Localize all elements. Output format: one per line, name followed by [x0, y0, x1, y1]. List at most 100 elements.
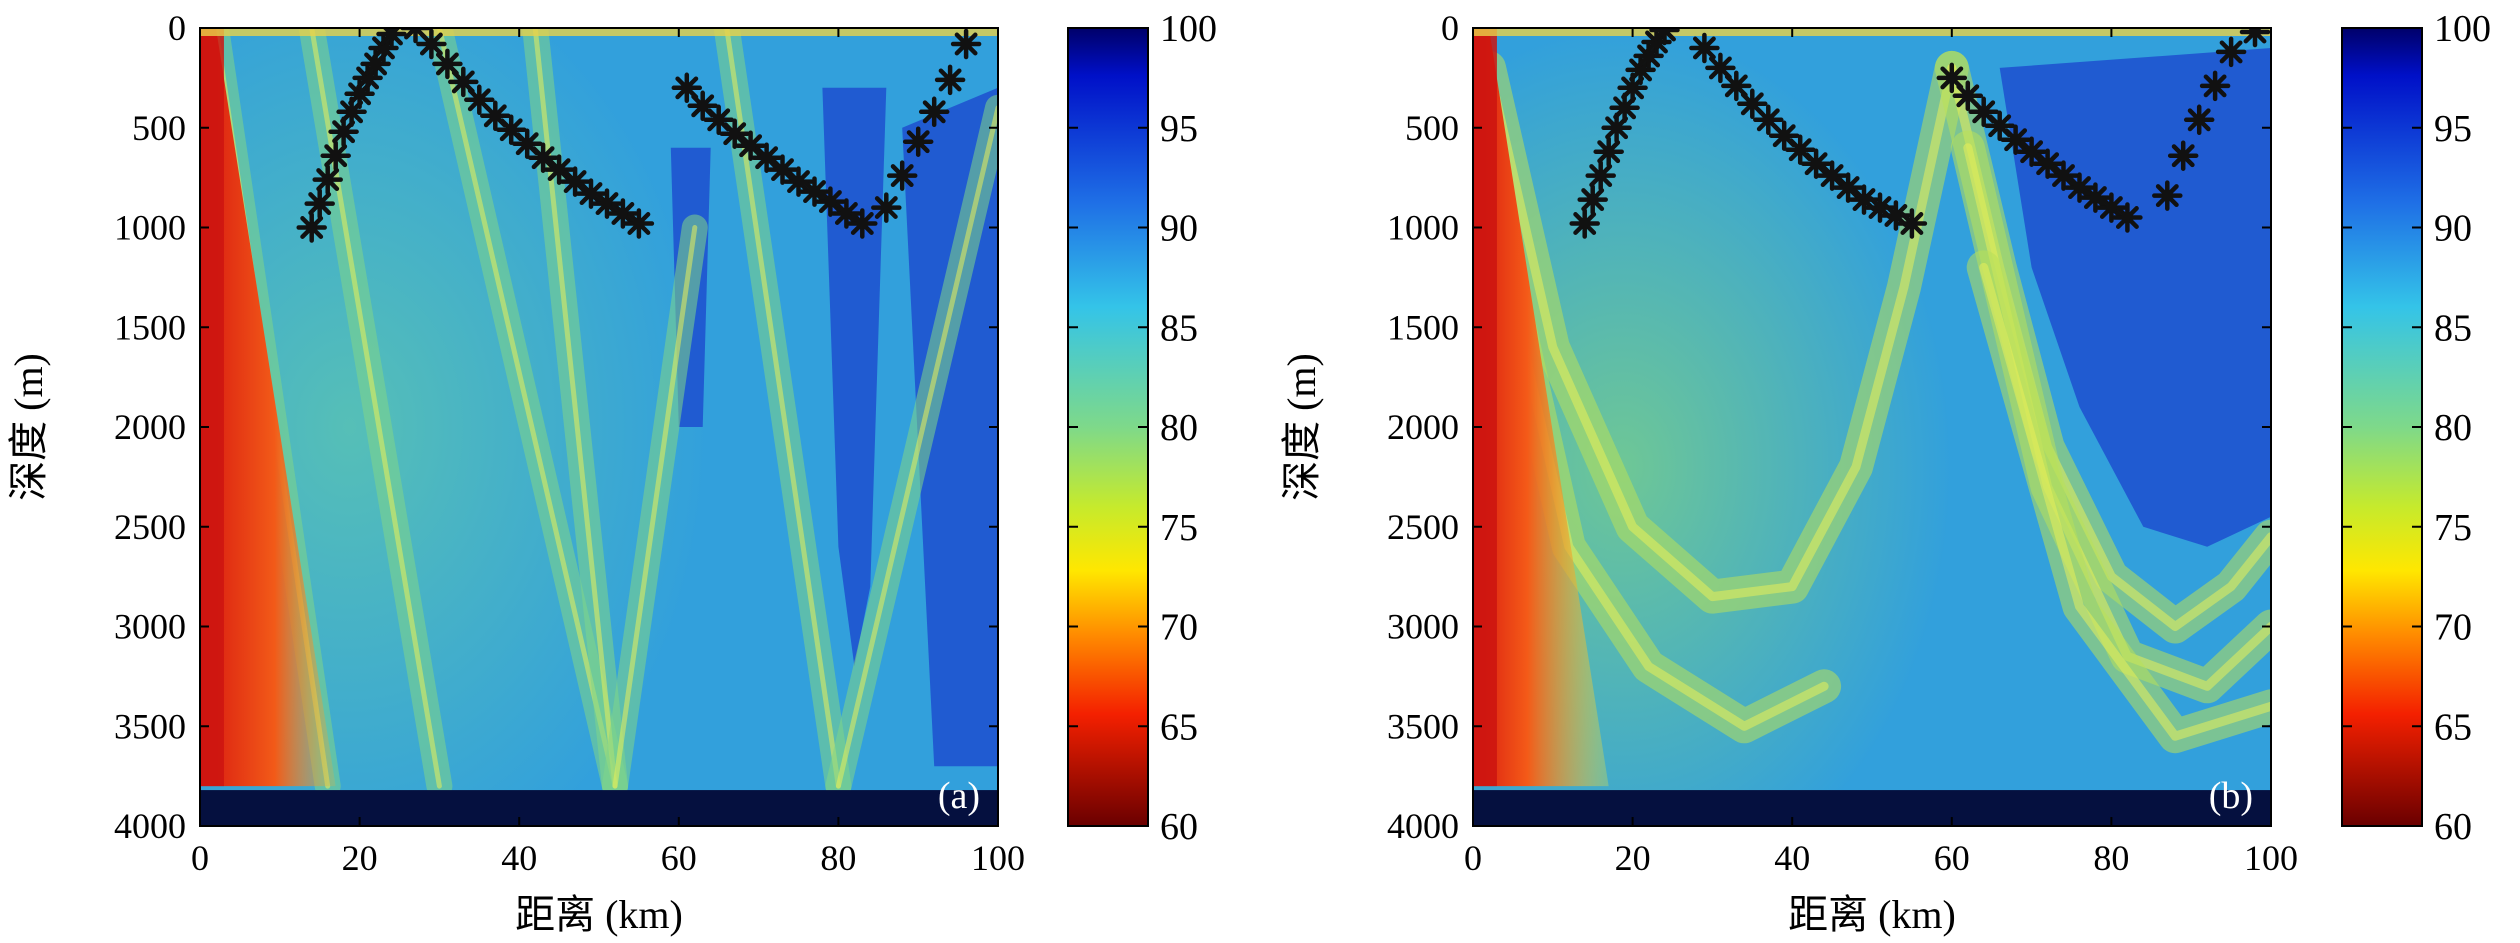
star-marker-30: [735, 130, 766, 161]
star-marker-38: [871, 192, 902, 223]
star-marker-4: [328, 116, 359, 147]
colorbar-tick-label-1: 95: [1160, 108, 1198, 150]
heatmap-field: [200, 28, 998, 826]
star-marker-21: [559, 166, 591, 197]
star-marker-20: [1832, 172, 1864, 203]
star-marker-2: [1585, 160, 1616, 191]
star-marker-13: [432, 48, 463, 80]
star-marker-18: [511, 128, 543, 159]
star-marker-30: [2016, 136, 2047, 167]
star-marker-17: [1784, 134, 1816, 165]
star-marker-32: [767, 154, 798, 185]
star-marker-27: [1968, 96, 1999, 128]
heatmap-field: [1473, 28, 2271, 826]
star-marker-13: [1721, 70, 1752, 102]
star-marker-8: [1633, 40, 1664, 72]
colorbar-tick-label-3: 85: [2434, 307, 2472, 349]
star-marker-19: [527, 142, 559, 173]
star-marker-31: [751, 142, 782, 173]
y-tick-label-1: 500: [1405, 108, 1459, 148]
star-marker-18: [1800, 148, 1832, 179]
panel-label: (b): [2209, 775, 2253, 817]
colorbar-tick-label-5: 75: [2434, 507, 2472, 549]
panel-label: (a): [938, 775, 980, 817]
y-tick-label-4: 2000: [1387, 407, 1459, 447]
colorbar-tick-label-4: 80: [2434, 407, 2472, 449]
star-marker-21: [1848, 184, 1880, 215]
x-tick-label-5: 100: [2244, 838, 2298, 878]
x-axis-label: 距离 (km): [1788, 892, 1956, 937]
star-marker-16: [480, 100, 511, 132]
star-marker-1: [1577, 184, 1608, 215]
star-marker-5: [336, 96, 367, 128]
star-marker-40: [902, 126, 934, 157]
surface-band: [200, 28, 998, 36]
star-marker-41: [2215, 36, 2247, 68]
star-marker-39: [2183, 104, 2215, 136]
colorbar-tick-label-1: 95: [2434, 108, 2472, 150]
colorbar: [2341, 27, 2423, 827]
star-marker-29: [719, 118, 750, 149]
star-marker-42: [934, 64, 966, 96]
x-tick-label-0: 0: [1464, 838, 1482, 878]
x-tick-label-2: 40: [1774, 838, 1810, 878]
beam-core-6: [835, 105, 998, 789]
colorbar-tick-label-6: 70: [2434, 607, 2472, 649]
colorbar: [1067, 27, 1149, 827]
star-marker-36: [2112, 202, 2143, 233]
star-marker-24: [607, 198, 639, 229]
colorbar-tick-label-8: 60: [2434, 806, 2472, 848]
colorbar-tick-label-5: 75: [1160, 507, 1198, 549]
colorbar-tick-label-3: 85: [1160, 307, 1198, 349]
star-marker-26: [671, 72, 703, 104]
x-tick-label-1: 20: [342, 838, 378, 878]
x-tick-label-2: 40: [501, 838, 537, 878]
star-marker-35: [2096, 192, 2127, 223]
colorbar-tick-label-2: 90: [1160, 208, 1198, 250]
y-tick-label-7: 3500: [1387, 706, 1459, 746]
panel-a: 0 20 40 60 80 1000500100015002000250030003500…: [6, 8, 1217, 937]
star-marker-11: [1689, 32, 1720, 64]
x-tick-label-0: 0: [191, 838, 209, 878]
star-marker-29: [2000, 124, 2031, 155]
y-tick-label-2: 1000: [114, 208, 186, 248]
star-marker-3: [1593, 136, 1624, 167]
star-marker-19: [1816, 160, 1848, 191]
beam-core-4: [612, 225, 698, 789]
near-source-wedge: [1473, 28, 1609, 787]
x-tick-label-1: 20: [1615, 838, 1651, 878]
star-marker-2: [312, 164, 343, 195]
y-axis-label: 深度 (m): [6, 353, 51, 501]
star-marker-12: [416, 28, 447, 60]
star-marker-0: [296, 212, 327, 243]
star-marker-22: [575, 178, 607, 209]
star-marker-26: [1952, 80, 1984, 112]
colorbar-tick-label-7: 65: [1160, 706, 1198, 748]
x-tick-label-4: 80: [2093, 838, 2129, 878]
star-marker-39: [886, 160, 918, 191]
beam-core-5: [724, 28, 841, 789]
colorbar-tick-label-8: 60: [1160, 806, 1198, 848]
colorbar-tick-label-7: 65: [2434, 706, 2472, 748]
y-tick-label-6: 3000: [1387, 607, 1459, 647]
star-marker-16: [1768, 120, 1800, 151]
star-marker-40: [2199, 70, 2231, 102]
star-marker-37: [2152, 180, 2183, 211]
y-tick-label-2: 1000: [1387, 208, 1459, 248]
star-marker-14: [448, 66, 479, 98]
y-tick-label-8: 4000: [114, 806, 186, 846]
star-marker-41: [918, 96, 950, 128]
star-marker-20: [543, 154, 575, 185]
beam-core-0: [1484, 63, 1957, 602]
star-marker-43: [950, 28, 982, 60]
star-marker-6: [1617, 72, 1648, 104]
star-marker-31: [2032, 148, 2063, 179]
star-marker-34: [2080, 182, 2111, 213]
star-marker-9: [368, 32, 399, 64]
star-marker-35: [815, 186, 846, 217]
panel-b: 0 20 40 60 80 1000500100015002000250030003500…: [1279, 8, 2491, 937]
colorbar-tick-label-0: 100: [1160, 8, 1217, 50]
y-tick-label-6: 3000: [114, 607, 186, 647]
star-marker-37: [847, 208, 878, 239]
surface-band: [1473, 28, 2271, 36]
